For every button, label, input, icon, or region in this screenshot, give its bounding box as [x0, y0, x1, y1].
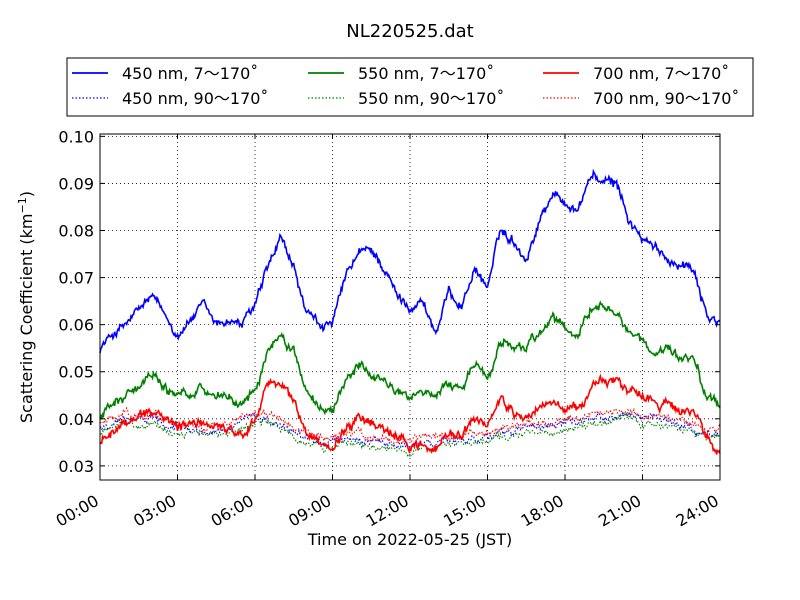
x-tick-label: 09:00	[285, 491, 334, 531]
series-line	[99, 412, 721, 458]
y-tick-label: 0.10	[58, 127, 94, 146]
y-tick-label: 0.07	[58, 269, 94, 288]
series-line	[99, 168, 721, 354]
x-axis-label: Time on 2022-05-25 (JST)	[307, 530, 512, 549]
y-axis-label-main: Scattering Coefficient (km	[17, 213, 36, 423]
chart-title: NL220525.dat	[346, 21, 473, 42]
x-tick-label: 18:00	[518, 491, 567, 531]
y-tick-label: 0.05	[58, 363, 94, 382]
x-tick-label: 24:00	[673, 491, 722, 531]
legend-label: 450 nm, 90～170˚	[122, 89, 268, 108]
y-tick-label: 0.09	[58, 174, 94, 193]
legend: 450 nm, 7～170˚ 550 nm, 7～170˚ 700 nm, 7～17…	[66, 57, 754, 117]
legend-label: 700 nm, 7～170˚	[593, 64, 729, 83]
ticks: 00:00 03:00 06:00 09:00 12:00 15:00 18:00 21:00…	[53, 127, 722, 530]
legend-box	[66, 57, 754, 117]
legend-label: 550 nm, 90～170˚	[358, 89, 504, 108]
x-tick-label: 15:00	[440, 491, 489, 531]
series-line	[99, 300, 721, 420]
x-tick-label: 00:00	[53, 491, 102, 531]
y-tick-label: 0.06	[58, 316, 94, 335]
y-tick-label: 0.04	[58, 410, 94, 429]
y-tick-label: 0.03	[58, 457, 94, 476]
legend-label: 450 nm, 7～170˚	[122, 64, 258, 83]
x-tick-label: 12:00	[363, 491, 412, 531]
series-line	[99, 406, 721, 445]
x-tick-label: 21:00	[595, 491, 644, 531]
series-line	[99, 373, 721, 455]
y-tick-label: 0.08	[58, 222, 94, 241]
grid	[99, 134, 721, 480]
x-tick-label: 06:00	[208, 491, 257, 531]
y-axis-label-close: )	[17, 191, 36, 197]
y-axis-label: Scattering Coefficient (km−1)	[16, 191, 36, 423]
legend-label: 700 nm, 90～170˚	[593, 89, 739, 108]
x-tick-label: 03:00	[130, 491, 179, 531]
legend-label: 550 nm, 7～170˚	[358, 64, 494, 83]
y-axis-label-sup: −1	[16, 197, 29, 213]
series-layer	[99, 168, 721, 458]
